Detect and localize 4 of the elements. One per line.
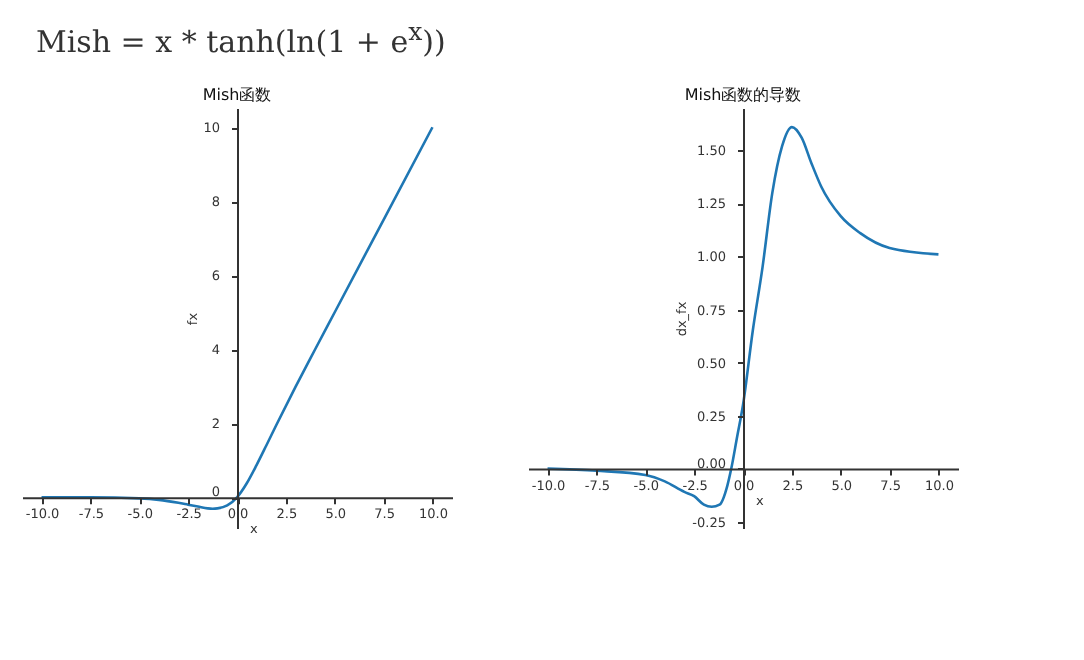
line-series [40, 125, 434, 511]
chart-title: Mish函数的导数 [684, 86, 802, 104]
chart-title: Mish函数 [202, 86, 272, 104]
text: Mish = x * tanh(ln(1 + e$^{x}$)) [34, 14, 448, 64]
